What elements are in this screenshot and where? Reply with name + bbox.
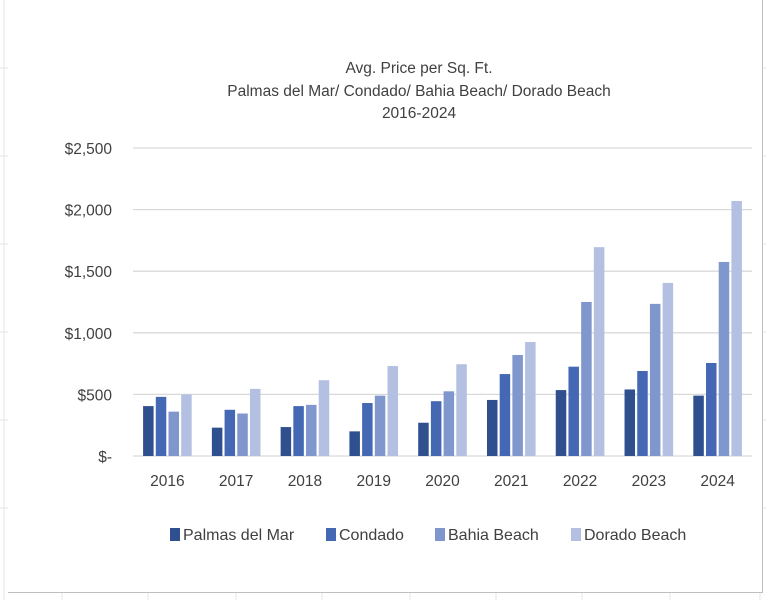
gridlines bbox=[133, 147, 752, 457]
bar-bahia-beach-2022 bbox=[581, 302, 592, 456]
bar-palmas-del-mar-2024 bbox=[693, 395, 704, 456]
bar-palmas-del-mar-2022 bbox=[555, 390, 567, 456]
bar-dorado-beach-2022 bbox=[593, 247, 605, 456]
bar-bahia-beach-2018 bbox=[306, 404, 317, 456]
y-axis-tick-labels: $- $500 $1,000 $1,500 $2,000 $2,500 bbox=[65, 141, 113, 466]
legend-swatch-condado bbox=[326, 528, 336, 541]
y-tick-label: $- bbox=[98, 449, 112, 466]
bar-bahia-beach-2020 bbox=[443, 391, 455, 456]
chart-title-line-2: Palmas del Mar/ Condado/ Bahia Beach/ Do… bbox=[227, 83, 610, 100]
x-tick-label: 2023 bbox=[632, 473, 666, 490]
x-tick-label: 2016 bbox=[150, 473, 184, 490]
bar-dorado-beach-2023 bbox=[662, 282, 674, 456]
x-tick-label: 2024 bbox=[700, 473, 735, 490]
x-tick-label: 2017 bbox=[219, 473, 253, 490]
y-tick-label: $2,500 bbox=[65, 141, 113, 158]
y-tick-label: $1,500 bbox=[65, 264, 113, 281]
bar-bahia-beach-2016 bbox=[168, 411, 179, 456]
chart-title-line-3: 2016-2024 bbox=[382, 105, 457, 122]
y-tick-label: $1,000 bbox=[65, 326, 113, 343]
legend-label-palmas-del-mar: Palmas del Mar bbox=[183, 527, 295, 544]
bar-palmas-del-mar-2019 bbox=[349, 431, 360, 456]
bar-condado-2018 bbox=[293, 406, 304, 456]
x-axis-tick-labels: 2016 2017 2018 2019 2020 2021 2022 2023 2024 bbox=[150, 473, 735, 490]
bar-chart: Avg. Price per Sq. Ft. Palmas del Mar/ C… bbox=[65, 60, 752, 544]
x-tick-label: 2021 bbox=[494, 473, 528, 490]
x-tick-label: 2022 bbox=[563, 473, 597, 490]
bar-condado-2024 bbox=[706, 362, 717, 456]
bar-palmas-del-mar-2023 bbox=[624, 389, 636, 456]
x-tick-label: 2020 bbox=[425, 473, 460, 490]
legend-swatch-dorado-beach bbox=[571, 528, 581, 541]
bar-condado-2017 bbox=[224, 409, 236, 456]
x-tick-label: 2019 bbox=[356, 473, 390, 490]
bar-dorado-beach-2016 bbox=[181, 394, 192, 456]
bar-dorado-beach-2018 bbox=[318, 380, 330, 456]
bar-palmas-del-mar-2021 bbox=[486, 399, 498, 456]
bar-bahia-beach-2017 bbox=[237, 413, 248, 456]
bar-bahia-beach-2024 bbox=[718, 261, 730, 456]
legend-label-dorado-beach: Dorado Beach bbox=[584, 527, 686, 544]
y-tick-label: $500 bbox=[78, 387, 113, 404]
bar-bahia-beach-2021 bbox=[512, 354, 523, 456]
bar-condado-2019 bbox=[362, 403, 373, 456]
bar-condado-2022 bbox=[568, 366, 579, 456]
chart-container[interactable]: Avg. Price per Sq. Ft. Palmas del Mar/ C… bbox=[8, 0, 763, 593]
bar-dorado-beach-2021 bbox=[525, 342, 536, 456]
bar-palmas-del-mar-2020 bbox=[418, 422, 429, 456]
legend-swatch-palmas-del-mar bbox=[170, 528, 180, 541]
legend-label-condado: Condado bbox=[339, 527, 404, 544]
x-tick-label: 2018 bbox=[288, 473, 322, 490]
chart-title-line-1: Avg. Price per Sq. Ft. bbox=[345, 60, 492, 77]
bar-palmas-del-mar-2016 bbox=[143, 406, 154, 456]
bar-dorado-beach-2024 bbox=[731, 200, 742, 456]
bar-condado-2021 bbox=[499, 374, 511, 456]
bar-dorado-beach-2020 bbox=[456, 364, 467, 456]
bar-bahia-beach-2019 bbox=[374, 395, 386, 456]
legend-swatch-bahia-beach bbox=[435, 528, 445, 541]
bar-condado-2016 bbox=[155, 396, 167, 456]
legend-label-bahia-beach: Bahia Beach bbox=[448, 527, 539, 544]
chart-title: Avg. Price per Sq. Ft. Palmas del Mar/ C… bbox=[227, 60, 610, 122]
bar-condado-2023 bbox=[637, 370, 648, 456]
bar-dorado-beach-2017 bbox=[249, 388, 261, 456]
y-tick-label: $2,000 bbox=[65, 203, 113, 220]
bar-palmas-del-mar-2017 bbox=[211, 427, 223, 456]
bar-bahia-beach-2023 bbox=[649, 303, 661, 456]
bar-condado-2020 bbox=[430, 401, 442, 456]
bar-dorado-beach-2019 bbox=[387, 366, 399, 456]
bar-series bbox=[143, 200, 742, 456]
legend: Palmas del Mar Condado Bahia Beach Dorado B… bbox=[170, 527, 686, 544]
bar-palmas-del-mar-2018 bbox=[280, 427, 292, 456]
